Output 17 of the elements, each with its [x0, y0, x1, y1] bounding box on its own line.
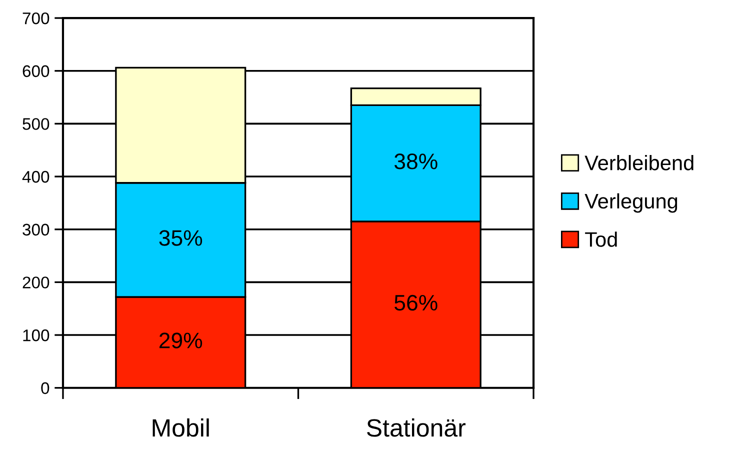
y-tick-label: 700 — [22, 12, 50, 24]
annotation: 56% — [394, 294, 438, 311]
y-tick-label: 400 — [22, 170, 50, 183]
y-tick-label: 100 — [23, 329, 50, 342]
annotation: 29% — [160, 332, 202, 348]
y-tick-label: 600 — [22, 65, 50, 78]
x-tick-label: Mobil — [152, 418, 209, 437]
annotation: 35% — [159, 230, 202, 246]
legend-label: Tod — [585, 232, 617, 247]
y-tick-label: 200 — [22, 276, 50, 288]
y-tick-label: 500 — [22, 118, 50, 130]
legend-label: Verlegung — [584, 193, 678, 213]
y-tick-label: 300 — [22, 224, 50, 236]
x-tick-label: Stationär — [366, 418, 466, 437]
annotation: 38% — [394, 154, 438, 170]
y-tick-label: 0 — [41, 382, 50, 394]
legend-label: Verbleibend — [584, 155, 694, 170]
